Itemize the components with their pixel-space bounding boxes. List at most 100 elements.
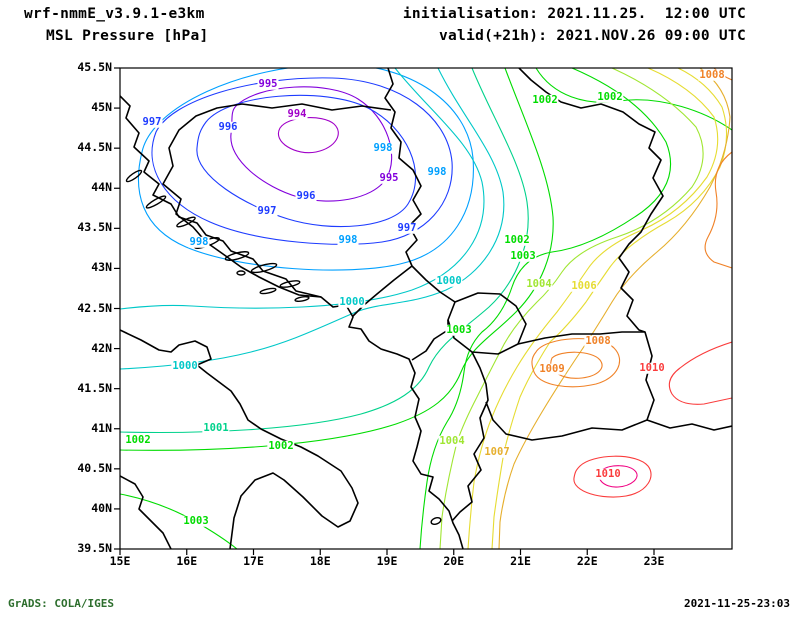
contour-line-1001: [120, 68, 529, 434]
contour-line-1003-east: [419, 68, 672, 549]
contour-label-1002: 1002: [596, 90, 624, 103]
contour-lines: [120, 68, 732, 549]
lat-axis-label: 45N: [91, 100, 112, 115]
island: [125, 169, 143, 183]
lon-axis-label: 21E: [510, 554, 531, 568]
contour-label-1002: 1002: [503, 233, 531, 246]
contour-line-1007: [498, 68, 731, 549]
contour-label-1000: 1000: [171, 359, 199, 372]
country-border-montenegro-albania: [411, 320, 449, 361]
contour-label-1004: 1004: [438, 434, 466, 447]
contour-label-1010: 1010: [594, 467, 622, 480]
contour-label-1000: 1000: [435, 274, 463, 287]
coastline-dalmatia-albania: [120, 95, 464, 549]
contour-label-997: 997: [396, 221, 418, 234]
contour-label-1001: 1001: [202, 421, 230, 434]
lat-axis-label: 40.5N: [77, 460, 112, 475]
contour-line-1004: [439, 68, 704, 549]
contour-label-1002: 1002: [267, 439, 295, 452]
valid-time: valid(+21h): 2021.NOV.26 09:00 UTC: [438, 28, 746, 44]
island: [259, 287, 277, 295]
contour-line-997: [151, 77, 453, 245]
contour-label-1003: 1003: [445, 323, 473, 336]
island: [145, 195, 167, 209]
lat-axis-label: 43.5N: [77, 220, 112, 235]
coastline-italy-tyrrhenian: [120, 475, 172, 549]
lat-axis-label: 45.5N: [77, 60, 112, 74]
axis-ticks: [114, 67, 655, 555]
contour-label-1004: 1004: [525, 277, 553, 290]
contour-line-1003-southwest: [120, 493, 238, 549]
contour-line-1000: [120, 68, 505, 370]
contour-label-1003: 1003: [509, 249, 537, 262]
contour-label-998: 998: [188, 235, 210, 248]
island-corfu: [430, 517, 442, 525]
country-border-serbia-east: [518, 68, 664, 333]
country-border-albania-east: [451, 351, 489, 522]
contour-line-996: [196, 94, 417, 228]
lon-axis-label: 15E: [109, 554, 131, 568]
contour-label-1002: 1002: [531, 93, 559, 106]
initialisation-time: initialisation: 2021.11.25. 12:00 UTC: [402, 6, 746, 22]
contour-line-1010-cell: [573, 455, 652, 498]
island: [294, 295, 310, 303]
lon-axis-label: 19E: [376, 554, 398, 568]
contour-label-1008: 1008: [584, 334, 612, 347]
grads-credit: GrADS: COLA/IGES: [8, 597, 114, 610]
contour-line-1011-cell: [598, 465, 638, 488]
contour-label-1002: 1002: [124, 433, 152, 446]
island: [250, 262, 278, 274]
contour-line-995: [230, 86, 393, 202]
country-border-croatia-serbia-drina: [384, 68, 422, 267]
contour-line-998: [137, 68, 474, 271]
contour-label-998: 998: [426, 165, 448, 178]
country-border-croatia-bosnia: [162, 103, 392, 298]
contour-label-997: 997: [141, 115, 163, 128]
contour-line-999: [120, 68, 485, 310]
creation-timestamp: 2021-11-25-23:03: [684, 597, 790, 610]
lat-axis-label: 39.5N: [77, 541, 112, 555]
contour-label-1008: 1008: [698, 68, 726, 81]
lon-axis-label: 22E: [576, 554, 598, 568]
adriatic-islands: [125, 169, 442, 525]
contour-line-1008-edge: [704, 151, 732, 269]
country-border-greece-bulgaria: [646, 419, 732, 431]
contour-label-998: 998: [372, 141, 394, 154]
lat-axis-label: 44N: [91, 180, 112, 195]
contour-label-995: 995: [257, 77, 279, 90]
contour-label-996: 996: [295, 189, 317, 202]
lon-axis-label: 23E: [643, 554, 665, 568]
contour-label-996: 996: [217, 120, 239, 133]
contour-label-1010: 1010: [638, 361, 666, 374]
model-title: wrf-nmmE_v3.9.1-e3km: [24, 6, 205, 22]
contour-label-995: 995: [378, 171, 400, 184]
contour-line-1002: [120, 68, 554, 451]
contour-line-1010-edge: [668, 341, 732, 405]
lat-axis-label: 42N: [91, 340, 112, 355]
island: [279, 280, 301, 288]
contour-label-1003: 1003: [182, 514, 210, 527]
plot-frame: [119, 67, 733, 550]
lat-axis-label: 40N: [91, 500, 112, 515]
lon-axis-label: 20E: [443, 554, 465, 568]
island: [236, 270, 246, 276]
contour-label-1000: 1000: [338, 295, 366, 308]
contour-line-994: [277, 117, 339, 154]
contour-label-1007: 1007: [483, 445, 511, 458]
country-border-serbia-montenegro: [411, 265, 456, 303]
lat-axis-label: 43N: [91, 260, 112, 275]
lat-axis-label: 41.5N: [77, 380, 112, 395]
contour-label-1006: 1006: [570, 279, 598, 292]
contour-label-997: 997: [256, 204, 278, 217]
lat-axis-label: 42.5N: [77, 300, 112, 315]
lon-axis-label: 17E: [243, 554, 264, 568]
lat-axis-label: 41N: [91, 420, 112, 435]
country-border-bosnia-montenegro: [352, 265, 413, 317]
lat-axis-label: 44.5N: [77, 140, 112, 155]
island: [224, 251, 250, 261]
contour-label-998: 998: [337, 233, 359, 246]
field-title: MSL Pressure [hPa]: [46, 28, 209, 44]
lon-axis-label: 16E: [176, 554, 198, 568]
